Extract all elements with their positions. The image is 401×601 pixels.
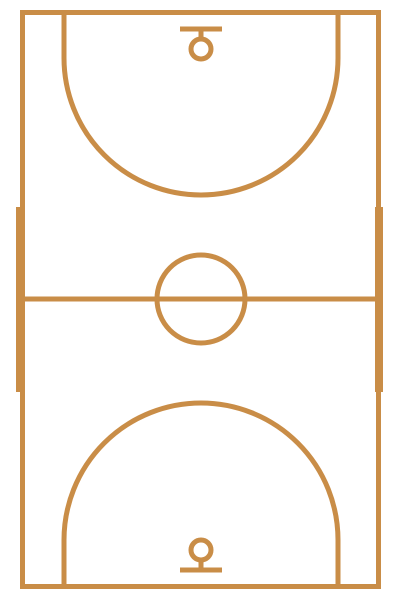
bottom-three-point-arc [61, 400, 341, 586]
bottom-hoop [188, 537, 214, 563]
top-hoop [188, 36, 214, 62]
center-circle [154, 252, 248, 346]
top-three-point-arc [61, 13, 341, 198]
